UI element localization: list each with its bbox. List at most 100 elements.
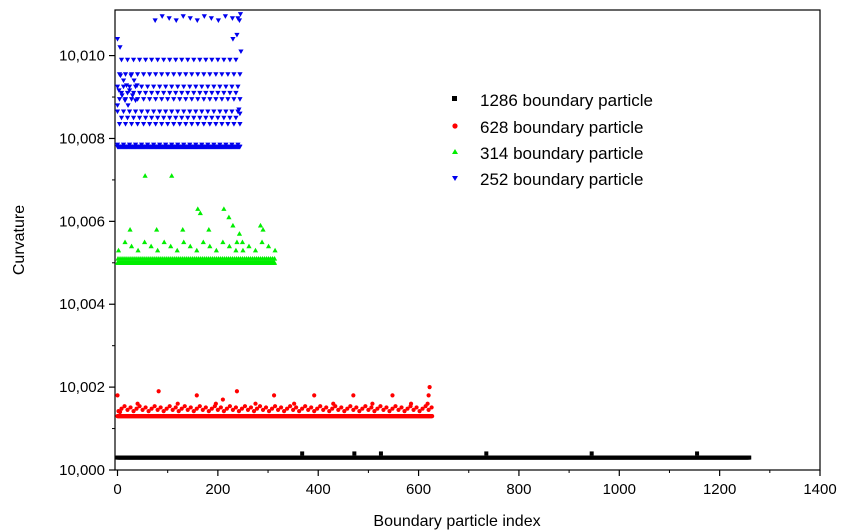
data-point [206, 409, 211, 414]
data-point [157, 84, 163, 90]
data-point [237, 72, 243, 77]
data-point [208, 16, 214, 21]
data-point [219, 97, 225, 102]
data-point [155, 407, 160, 413]
data-point [169, 142, 175, 148]
data-point [167, 90, 173, 96]
data-point [372, 409, 377, 414]
data-point [426, 407, 431, 413]
data-point [173, 90, 179, 96]
data-point [175, 109, 181, 115]
legend-item-314: 314 boundary particle [452, 144, 644, 163]
data-point [126, 109, 133, 115]
data-point [165, 72, 171, 77]
data-point [236, 231, 243, 236]
data-point [213, 401, 218, 406]
data-point [128, 121, 135, 127]
data-point [171, 121, 177, 127]
data-point [145, 142, 151, 148]
data-point [201, 14, 207, 19]
data-point [116, 88, 122, 93]
data-point [185, 407, 190, 413]
y-tick-label: 10,010 [59, 48, 105, 65]
data-point [126, 142, 133, 148]
data-point [237, 97, 243, 102]
data-point [427, 385, 432, 390]
data-point [171, 97, 177, 102]
data-point [429, 405, 434, 410]
data-point [393, 404, 398, 409]
data-point [201, 121, 207, 127]
data-point [161, 115, 167, 121]
data-point [201, 97, 207, 102]
data-point [151, 84, 157, 90]
data-point [484, 451, 489, 456]
data-point [260, 407, 266, 413]
data-point [167, 404, 172, 409]
data-point [195, 206, 201, 211]
data-point [193, 142, 199, 148]
data-point [236, 107, 242, 113]
data-point [126, 84, 133, 90]
data-point [148, 243, 154, 249]
data-point [229, 16, 236, 21]
data-point [143, 57, 149, 63]
data-point [229, 84, 235, 90]
data-point [426, 393, 431, 398]
data-point [199, 109, 205, 115]
x-tick-label: 0 [113, 481, 121, 498]
data-point [134, 97, 141, 102]
data-point [122, 98, 128, 103]
data-point [199, 142, 205, 148]
data-point [330, 406, 335, 411]
legend-label-252: 252 boundary particle [480, 170, 644, 189]
data-point [381, 407, 386, 413]
data-point [257, 222, 264, 228]
data-point [348, 404, 353, 409]
data-point [132, 109, 139, 115]
data-point [315, 406, 320, 411]
data-point [193, 84, 199, 90]
data-point [156, 389, 161, 394]
data-point [171, 72, 177, 77]
data-point [254, 406, 260, 411]
data-point [221, 57, 227, 63]
data-point [425, 401, 430, 406]
data-point [119, 406, 124, 411]
data-point [215, 57, 221, 63]
data-point [318, 404, 323, 409]
data-point [366, 407, 371, 413]
data-point [213, 247, 219, 253]
data-point [187, 84, 193, 90]
data-point [294, 405, 299, 410]
data-point [115, 247, 122, 253]
legend: 1286 boundary particle 628 boundary part… [452, 91, 653, 189]
data-point [430, 414, 435, 419]
data-point [118, 57, 125, 63]
data-point [405, 406, 410, 411]
data-point [114, 84, 121, 90]
data-point [189, 97, 195, 102]
data-point [224, 406, 229, 411]
data-point [175, 142, 181, 148]
x-tick-label: 400 [306, 481, 331, 498]
data-point [213, 72, 219, 77]
data-point [213, 121, 219, 127]
data-point [176, 409, 181, 414]
data-point [168, 243, 174, 249]
data-point [193, 109, 199, 115]
data-point [197, 57, 203, 63]
legend-label-314: 314 boundary particle [480, 144, 644, 163]
data-point [159, 14, 165, 19]
legend-label-1286: 1286 boundary particle [480, 91, 653, 110]
data-point [375, 406, 380, 411]
data-point [207, 243, 213, 249]
data-point [188, 405, 193, 410]
data-point [155, 247, 161, 253]
data-point [155, 90, 161, 96]
x-tick-label: 1400 [803, 481, 836, 498]
data-point [122, 72, 129, 77]
data-point [351, 407, 356, 413]
data-point [142, 239, 148, 245]
